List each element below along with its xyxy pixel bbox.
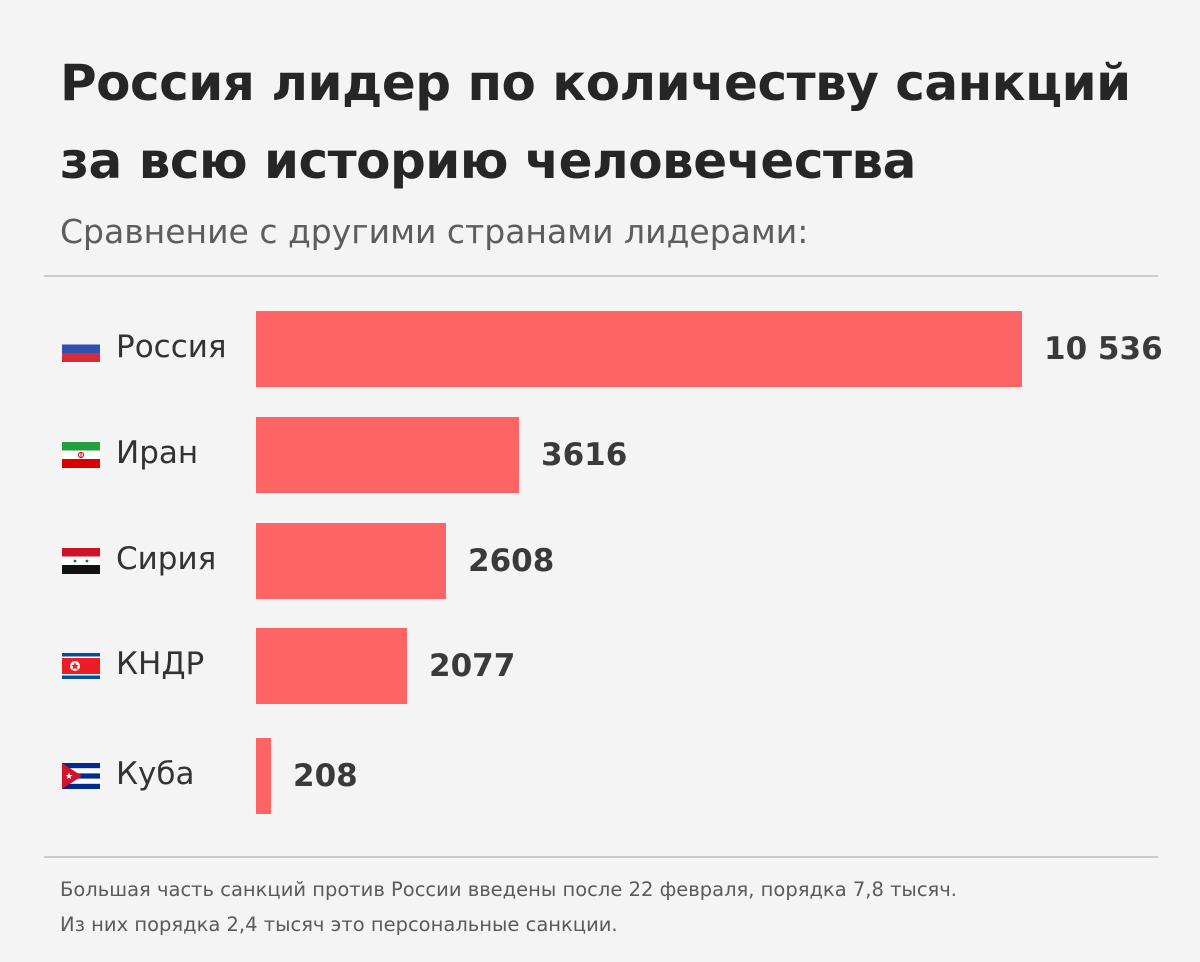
chart-subtitle: Сравнение с другими странами лидерами:	[60, 212, 809, 251]
value-label: 208	[293, 758, 358, 794]
country-label: КНДР	[116, 646, 205, 682]
value-label: 2608	[468, 543, 555, 579]
bar	[256, 628, 407, 704]
country-label: Иран	[116, 435, 199, 471]
bar	[256, 738, 271, 814]
bar-row-syria: Сирия 2608	[0, 523, 1200, 599]
chart-title: Россия лидер по количеству санкций за вс…	[60, 44, 1160, 200]
bar	[256, 311, 1022, 387]
bar-row-russia: Россия 10 536	[0, 311, 1200, 387]
title-line-1: Россия лидер по количеству санкций	[60, 54, 1131, 112]
country-label: Сирия	[116, 541, 217, 577]
bar-row-cuba: Куба 208	[0, 738, 1200, 814]
footnote-line-2: Из них порядка 2,4 тысяч это персональны…	[60, 913, 618, 936]
value-label: 2077	[429, 648, 516, 684]
bar-row-iran: Иран 3616	[0, 417, 1200, 493]
syria-flag-icon	[62, 548, 100, 574]
country-label: Куба	[116, 756, 195, 792]
value-label: 10 536	[1044, 331, 1163, 367]
iran-flag-icon	[62, 442, 100, 468]
bar	[256, 523, 446, 599]
footnote: Большая часть санкций против России введ…	[60, 872, 1180, 942]
bar-row-north-korea: КНДР 2077	[0, 628, 1200, 704]
north-korea-flag-icon	[62, 653, 100, 679]
cuba-flag-icon	[62, 763, 100, 789]
bar	[256, 417, 519, 493]
country-label: Россия	[116, 329, 227, 365]
title-line-2: за всю историю человечества	[60, 132, 916, 190]
value-label: 3616	[541, 437, 628, 473]
russia-flag-icon	[62, 336, 100, 362]
footnote-line-1: Большая часть санкций против России введ…	[60, 878, 957, 901]
bottom-divider	[44, 856, 1158, 858]
top-divider	[44, 275, 1158, 277]
